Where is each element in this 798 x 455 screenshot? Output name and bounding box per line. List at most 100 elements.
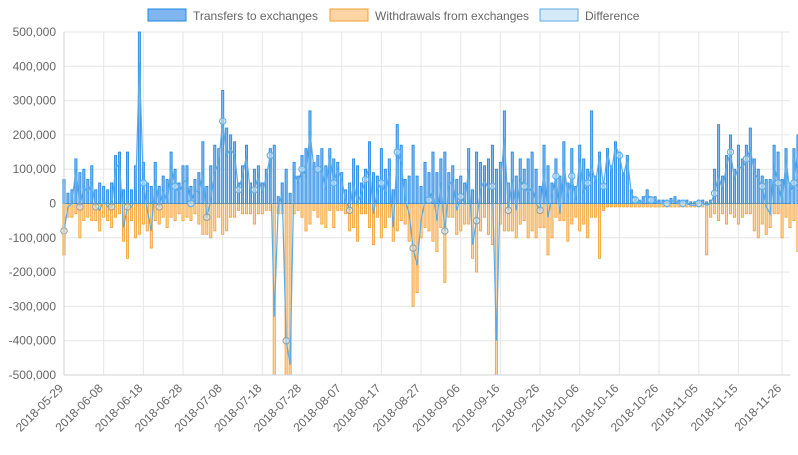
transfer-bar — [435, 172, 439, 204]
difference-point — [631, 196, 639, 204]
difference-point — [663, 199, 671, 208]
withdrawal-bar — [530, 203, 534, 232]
y-tick-label: -300,000 — [9, 299, 57, 313]
difference-point — [203, 213, 211, 221]
transfer-bar — [613, 141, 617, 204]
transfer-bar — [752, 158, 756, 204]
withdrawal-bar — [312, 203, 316, 211]
withdrawal-bar — [625, 203, 629, 208]
transfer-bar — [391, 189, 395, 204]
withdrawal-bar — [197, 203, 201, 225]
difference-point — [647, 196, 655, 204]
difference-point — [552, 172, 560, 180]
y-tick-label: -500,000 — [9, 368, 57, 382]
withdrawal-bar — [252, 203, 256, 225]
withdrawal-bar — [554, 203, 558, 218]
withdrawal-bar — [602, 203, 606, 211]
withdrawal-bar — [427, 203, 431, 232]
withdrawal-bar — [165, 203, 169, 228]
withdrawal-bar — [590, 203, 594, 218]
legend-item-1[interactable]: Withdrawals from exchanges — [329, 8, 529, 23]
withdrawal-bar — [578, 203, 582, 232]
withdrawal-bar — [459, 203, 463, 232]
legend-item-0[interactable]: Transfers to exchanges — [147, 8, 318, 23]
transfer-bar — [407, 175, 411, 204]
transfer-bar — [558, 175, 562, 204]
legend-item-2[interactable]: Difference — [539, 8, 640, 23]
transfer-bar — [125, 151, 129, 204]
difference-point — [266, 151, 274, 160]
transfer-bar — [590, 110, 594, 204]
difference-point — [282, 337, 290, 345]
transfer-bar — [411, 144, 415, 204]
withdrawal-bar — [772, 203, 776, 215]
axes: 500,000 400,000 300,000 200,000 100,000 0 -100… — [9, 25, 790, 435]
withdrawal-bar — [237, 203, 241, 211]
transfer-bar — [740, 158, 744, 204]
withdrawal-bar — [356, 203, 360, 242]
transfer-bar — [455, 179, 459, 204]
withdrawal-bar — [264, 203, 268, 211]
transfer-bar — [483, 165, 487, 204]
legend[interactable]: Transfers to exchanges Withdrawals from e… — [147, 8, 640, 23]
withdrawal-bar — [510, 203, 514, 232]
transfer-bar — [729, 134, 732, 204]
legend-swatch — [329, 8, 369, 22]
withdrawal-bar — [399, 203, 403, 222]
withdrawal-bar — [705, 203, 709, 256]
withdrawal-bar — [221, 203, 225, 235]
y-tick-label: 0 — [49, 197, 56, 211]
withdrawal-bar — [526, 203, 530, 239]
withdrawal-bar — [562, 203, 566, 222]
transfer-bar — [443, 151, 447, 204]
transfer-bar — [256, 165, 260, 204]
transfer-bar — [288, 192, 292, 204]
difference-point — [583, 179, 592, 187]
transfer-bar — [209, 165, 213, 204]
transfer-bar — [764, 179, 768, 204]
x-tick-label: 2018-11-26 — [732, 381, 785, 434]
transfer-bar — [352, 158, 356, 204]
withdrawal-bar — [439, 203, 443, 228]
difference-point — [76, 203, 84, 211]
withdrawal-bar — [550, 203, 554, 239]
withdrawal-bar — [256, 203, 260, 215]
withdrawal-bar — [403, 203, 407, 225]
withdrawal-bar — [479, 203, 483, 232]
withdrawal-bar — [118, 203, 122, 215]
withdrawal-bar — [594, 203, 598, 218]
transfer-bar — [768, 179, 772, 204]
transfer-bar — [348, 182, 352, 204]
withdrawal-bar — [340, 203, 344, 211]
y-tick-label: -100,000 — [9, 231, 57, 245]
withdrawal-bar — [316, 203, 320, 218]
withdrawal-bar — [383, 203, 387, 228]
difference-point — [520, 182, 528, 191]
withdrawal-bar — [649, 203, 653, 208]
withdrawal-bar — [360, 203, 364, 215]
withdrawal-bar — [173, 203, 177, 222]
difference-point — [409, 244, 417, 252]
difference-point — [488, 182, 497, 191]
withdrawal-bar — [352, 203, 356, 228]
withdrawal-bar — [518, 203, 522, 225]
withdrawal-bar — [606, 203, 609, 208]
difference-point — [187, 199, 195, 208]
y-tick-label: 200,000 — [13, 128, 57, 142]
withdrawal-bar — [245, 203, 248, 215]
difference-point — [218, 117, 227, 125]
withdrawal-bar — [209, 203, 213, 239]
y-tick-label: 300,000 — [13, 94, 57, 108]
transfer-bar — [229, 134, 233, 204]
withdrawal-bar — [102, 203, 106, 218]
transfer-bar — [276, 196, 280, 204]
withdrawal-bar — [717, 203, 721, 222]
withdrawal-bar — [395, 203, 399, 232]
withdrawal-bar — [621, 203, 625, 208]
transfer-bar — [431, 151, 435, 204]
withdrawal-bar — [721, 203, 725, 215]
transfer-bar — [241, 165, 245, 204]
withdrawal-bar — [70, 203, 74, 218]
withdrawal-bar — [260, 203, 264, 215]
